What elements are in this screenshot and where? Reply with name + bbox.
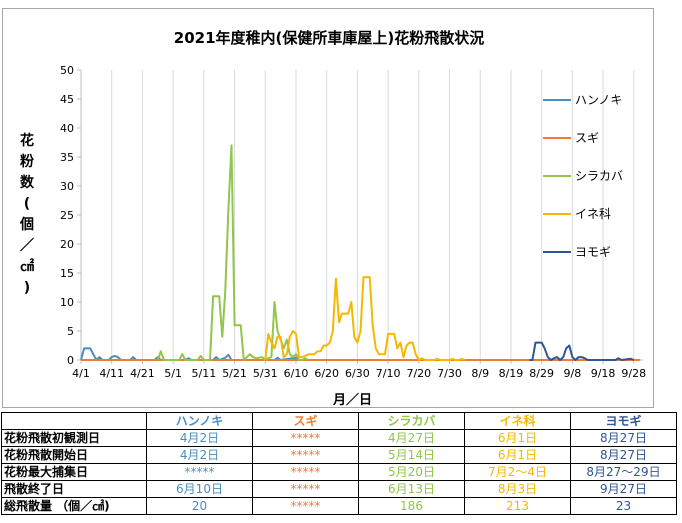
table-cell: 4月2日 [146, 429, 253, 447]
table-cell: 213 [464, 497, 571, 515]
y-tick-label: 35 [60, 151, 74, 164]
y-axis-label-char: 数 [20, 175, 34, 191]
x-tick-label: 6/20 [314, 367, 339, 380]
y-tick-label: 10 [60, 296, 74, 309]
x-tick-label: 8/19 [499, 367, 524, 380]
x-tick-label: 8/29 [529, 367, 554, 380]
x-tick-label: 4/21 [130, 367, 155, 380]
y-axis-label-char: 粉 [20, 154, 34, 170]
y-axis-label-char: ) [23, 280, 31, 296]
table-cell: 186 [358, 497, 465, 515]
y-tick-label: 30 [60, 180, 74, 193]
table-row: 飛散終了日 6月10日 ***** 6月13日 8月3日 9月27日 [1, 480, 677, 498]
table-cell: 7月2～4日 [464, 463, 571, 481]
table-row: 花粉飛散初観測日 4月2日 ***** 4月27日 6月1日 8月27日 [1, 429, 677, 447]
table-cell: 6月10日 [146, 480, 253, 498]
legend-swatch [543, 213, 571, 215]
x-tick-label: 4/1 [72, 367, 90, 380]
y-axis-label-char: 個 [20, 217, 34, 233]
row-label: 花粉最大捕集日 [1, 463, 147, 481]
row-label: 飛散終了日 [1, 480, 147, 498]
legend-label: イネ科 [575, 207, 612, 221]
y-tick-label: 20 [60, 238, 74, 251]
legend-swatch [543, 137, 571, 139]
table-cell: 6月1日 [464, 446, 571, 464]
x-tick-label: 9/18 [591, 367, 616, 380]
series-line-grass [264, 276, 466, 361]
legend-label: ハンノキ [575, 93, 623, 107]
x-axis-label: 月／日 [333, 393, 373, 408]
y-tick-label: 5 [67, 325, 74, 338]
header-grass: イネ科 [464, 412, 571, 430]
chart-plot-area: 0 5 10 15 20 25 30 35 40 45 50 4/1 4/11 4/21 5/1 5/11 5/… [60, 64, 646, 380]
table-cell: ***** [252, 480, 359, 498]
x-tick-label: 5/1 [164, 367, 182, 380]
x-tick-label: 9/8 [564, 367, 582, 380]
x-tick-label: 7/30 [437, 367, 462, 380]
table-cell: 4月2日 [146, 446, 253, 464]
x-tick-label: 6/10 [284, 367, 309, 380]
y-axis-label-char: ㎠ [20, 259, 34, 275]
table-cell: 8月27～29日 [570, 463, 677, 481]
table-cell: ***** [252, 497, 359, 515]
legend-swatch [543, 175, 571, 177]
table-cell: ***** [252, 446, 359, 464]
table-row: 花粉最大捕集日 ***** ***** 5月20日 7月2～4日 8月27～29… [1, 463, 677, 481]
pollen-stats-table: ハンノキ スギ シラカバ イネ科 ヨモギ 花粉飛散初観測日 4月2日 *****… [1, 412, 677, 515]
table-corner-cell [1, 412, 147, 430]
row-label: 花粉飛散開始日 [1, 446, 147, 464]
header-birch: シラカバ [358, 412, 465, 430]
series-line-mugwort [529, 341, 635, 361]
x-tick-label: 4/11 [99, 367, 124, 380]
y-tick-label: 0 [67, 354, 74, 367]
header-mugwort: ヨモギ [570, 412, 677, 430]
table-cell: 6月13日 [358, 480, 465, 498]
table-cell: 8月27日 [570, 446, 677, 464]
series-line-birch [156, 144, 309, 361]
x-tick-label: 9/28 [621, 367, 646, 380]
y-tick-label: 50 [60, 64, 74, 77]
table-cell: 9月27日 [570, 480, 677, 498]
legend-label: シラカバ [575, 169, 624, 183]
table-cell: 23 [570, 497, 677, 515]
table-header-row: ハンノキ スギ シラカバ イネ科 ヨモギ [1, 412, 677, 430]
x-tick-label: 7/20 [406, 367, 431, 380]
table-cell: ***** [252, 463, 359, 481]
y-axis-label-char: ( [23, 196, 31, 212]
table-cell: ***** [252, 429, 359, 447]
table-cell: ***** [146, 463, 253, 481]
x-tick-label: 6/30 [345, 367, 370, 380]
legend-swatch [543, 251, 571, 253]
y-tick-label: 25 [60, 209, 74, 222]
header-alnus: ハンノキ [146, 412, 253, 430]
row-label: 総飛散量 （個／㎠) [1, 497, 147, 515]
table-cell: 8月27日 [570, 429, 677, 447]
table-cell: 5月20日 [358, 463, 465, 481]
legend-swatch [543, 99, 571, 101]
y-axis-label: 花粉数 ( 個 ／ ㎠) [17, 131, 37, 299]
x-tick-label: 5/11 [191, 367, 216, 380]
y-tick-label: 15 [60, 267, 74, 280]
y-axis-label-char: 花 [20, 133, 34, 149]
x-tick-label: 5/21 [222, 367, 247, 380]
table-cell: 4月27日 [358, 429, 465, 447]
legend-label: スギ [575, 131, 600, 145]
y-tick-label: 40 [60, 122, 74, 135]
table-cell: 5月14日 [358, 446, 465, 464]
table-cell: 8月3日 [464, 480, 571, 498]
legend-label: ヨモギ [575, 245, 612, 259]
chart-frame: 2021年度稚内(保健所車庫屋上)花粉飛散状況 花粉数 ( 個 ／ ㎠) 月／日 0 5 1… [2, 8, 654, 408]
table-row: 総飛散量 （個／㎠) 20 ***** 186 213 23 [1, 497, 677, 515]
chart-title: 2021年度稚内(保健所車庫屋上)花粉飛散状況 [173, 29, 485, 47]
x-tick-label: 5/31 [253, 367, 278, 380]
row-label: 花粉飛散初観測日 [1, 429, 147, 447]
x-tick-label: 7/10 [376, 367, 401, 380]
table-row: 花粉飛散開始日 4月2日 ***** 5月14日 6月1日 8月27日 [1, 446, 677, 464]
header-cedar: スギ [252, 412, 359, 430]
table-cell: 20 [146, 497, 253, 515]
y-axis-label-char: ／ [20, 238, 34, 254]
x-tick-label: 8/9 [471, 367, 489, 380]
y-tick-label: 45 [60, 93, 74, 106]
table-cell: 6月1日 [464, 429, 571, 447]
